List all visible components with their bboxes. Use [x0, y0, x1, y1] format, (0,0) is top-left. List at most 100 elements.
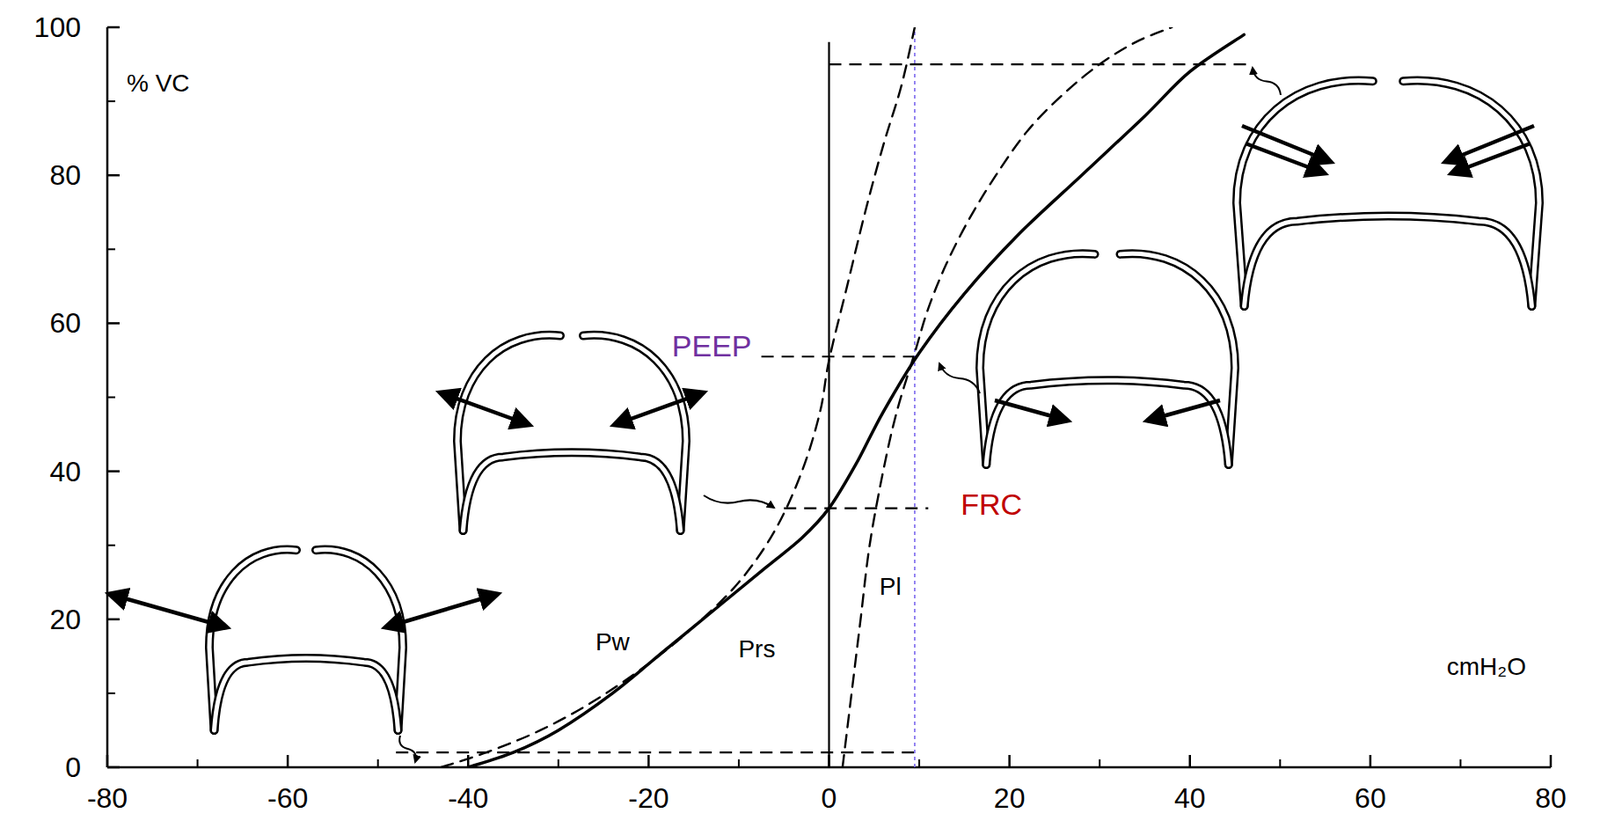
- thorax-drawing: [979, 253, 1235, 465]
- reference-line: [395, 751, 915, 753]
- x-minor-tick: [197, 759, 199, 768]
- y-tick: [107, 618, 120, 622]
- y-minor-tick: [107, 396, 116, 399]
- force-arrow: [1147, 400, 1221, 421]
- thorax-wall-inner: [209, 549, 297, 731]
- thorax-wall-inner: [214, 657, 399, 731]
- curve-label: Pl: [879, 572, 902, 600]
- reference-line: [761, 355, 920, 358]
- y-tick: [107, 469, 120, 473]
- thorax-wall: [214, 657, 399, 731]
- annotation: PEEP: [672, 328, 753, 363]
- y-tick: [107, 766, 120, 769]
- x-tick: [1008, 754, 1011, 768]
- pointer: [399, 735, 417, 762]
- thorax-wall: [209, 549, 297, 731]
- chart: -80 -60 -40 -20 0 20 40 60 80 0 20 40 60 80 100 % VC cmH…: [0, 0, 1600, 828]
- annotation: FRC: [960, 487, 1023, 521]
- x-axis-title: cmH₂O: [1446, 652, 1527, 680]
- y-tick-label: 20: [49, 603, 81, 636]
- thorax-wall: [457, 335, 561, 531]
- y-tick: [107, 321, 120, 325]
- thorax-wall: [463, 452, 681, 531]
- force-arrow: [1242, 125, 1331, 162]
- force-arrow: [385, 593, 498, 628]
- x-tick-label: 60: [1354, 781, 1387, 814]
- x-tick-label: -40: [447, 781, 489, 814]
- x-minor-tick: [1098, 759, 1101, 768]
- x-minor-tick: [377, 759, 380, 768]
- pointer: [1252, 67, 1281, 95]
- y-tick-label: 100: [34, 11, 81, 44]
- thorax-wall: [583, 335, 687, 531]
- thorax-wall: [1244, 216, 1533, 307]
- x-tick-label: 80: [1534, 781, 1567, 814]
- x-tick-label: -60: [267, 781, 308, 814]
- thorax-wall-inner: [979, 253, 1096, 465]
- thorax-wall: [979, 253, 1096, 465]
- force-arrow: [1445, 125, 1535, 162]
- x-tick-label: -80: [87, 781, 128, 814]
- reference-line: [783, 507, 928, 510]
- x-tick-label: 0: [821, 781, 838, 814]
- reference-lines: [395, 27, 1253, 768]
- force-arrow: [439, 392, 530, 425]
- x-minor-tick: [1459, 759, 1462, 768]
- thorax-drawing: [439, 335, 704, 531]
- thorax-drawing: [109, 549, 498, 731]
- x-tick-label: 40: [1174, 781, 1206, 814]
- reference-line: [827, 42, 830, 768]
- thorax-wall: [1120, 253, 1236, 465]
- thorax-wall-inner: [1236, 80, 1374, 307]
- force-arrow: [1451, 143, 1531, 174]
- force-arrow: [994, 400, 1068, 421]
- y-tick-label: 0: [65, 751, 81, 783]
- x-tick-label: 20: [993, 781, 1026, 814]
- thorax-wall-inner: [1402, 80, 1540, 307]
- thorax-wall: [1236, 80, 1374, 307]
- thorax-wall: [1402, 80, 1540, 307]
- thorax-wall-inner: [315, 549, 403, 731]
- thorax-wall-inner: [583, 335, 687, 531]
- pointer: [703, 495, 775, 508]
- thorax-wall-inner: [1120, 253, 1236, 465]
- y-tick-label: 60: [49, 306, 81, 339]
- y-minor-tick: [107, 544, 116, 547]
- y-tick-label: 40: [49, 455, 81, 488]
- x-tick: [286, 754, 290, 768]
- thorax-wall-inner: [457, 335, 561, 531]
- pointer: [939, 363, 980, 394]
- y-tick: [107, 26, 120, 30]
- x-tick: [647, 754, 651, 768]
- y-tick-label: 80: [49, 159, 81, 191]
- thorax-wall-inner: [1244, 216, 1533, 307]
- y-axis-title: % VC: [126, 69, 190, 97]
- thorax-wall-inner: [986, 379, 1229, 465]
- x-tick: [106, 754, 110, 768]
- x-minor-tick: [1278, 759, 1281, 768]
- x-tick: [1549, 754, 1553, 768]
- x-tick: [1189, 754, 1192, 768]
- force-arrow: [613, 392, 704, 425]
- thorax-drawing: [1236, 80, 1540, 307]
- curve-label: Pw: [595, 628, 631, 656]
- curve-1: [440, 27, 914, 768]
- y-tick: [107, 174, 120, 177]
- thorax-wall: [315, 549, 403, 731]
- reference-line: [829, 63, 1254, 66]
- x-minor-tick: [918, 759, 921, 768]
- force-arrow: [109, 593, 227, 628]
- thorax-wall-inner: [463, 452, 681, 531]
- y-minor-tick: [107, 692, 116, 695]
- curves: [440, 27, 1244, 768]
- x-tick-label: -20: [628, 781, 669, 814]
- x-tick: [1369, 754, 1373, 768]
- reference-line: [913, 27, 916, 768]
- y-minor-tick: [107, 248, 116, 250]
- curve-label: Prs: [737, 635, 775, 663]
- x-minor-tick: [737, 759, 740, 768]
- y-minor-tick: [107, 100, 116, 103]
- thorax-wall: [986, 379, 1229, 465]
- x-minor-tick: [557, 759, 560, 768]
- force-arrow: [1245, 143, 1325, 174]
